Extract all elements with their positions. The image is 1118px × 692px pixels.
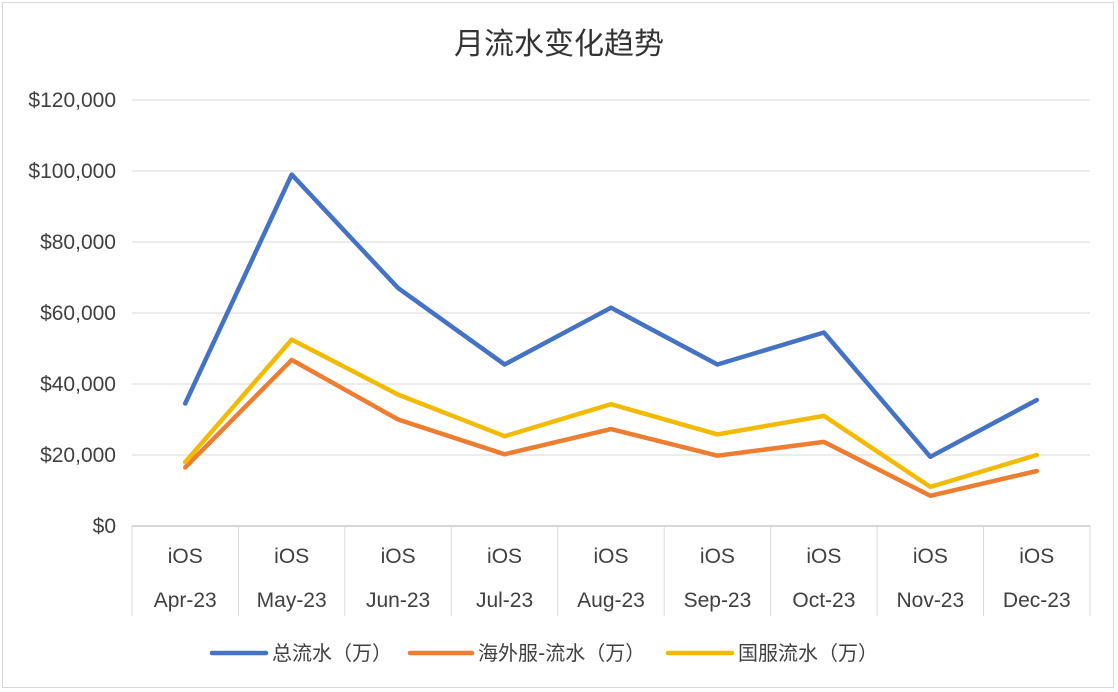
x-tick-month-label: Dec-23	[1003, 589, 1071, 612]
x-tick-month-label: Nov-23	[896, 589, 964, 612]
x-tick-group-label: iOS	[700, 545, 735, 568]
data-point	[610, 428, 612, 430]
series-line-2	[182, 337, 1040, 490]
y-tick-label: $40,000	[40, 373, 116, 396]
data-point	[610, 307, 612, 309]
data-point	[1036, 454, 1038, 456]
data-point	[504, 363, 506, 365]
legend-label-2: 国服流水（万）	[738, 641, 878, 665]
x-tick-group-label: iOS	[913, 545, 948, 568]
x-tick-group-label: iOS	[274, 545, 309, 568]
data-point	[184, 403, 186, 405]
data-point	[1036, 399, 1038, 401]
series-line-0	[182, 172, 1040, 460]
x-tick-month-label: Oct-23	[792, 589, 855, 612]
y-tick-label: $120,000	[28, 89, 116, 112]
legend-label-1: 海外服-流水（万）	[478, 641, 645, 665]
data-point	[610, 403, 612, 405]
data-point	[184, 461, 186, 463]
x-tick-group-label: iOS	[593, 545, 628, 568]
data-point	[397, 394, 399, 396]
data-point	[397, 419, 399, 420]
chart-title: 月流水变化趋势	[454, 27, 664, 62]
data-point	[716, 433, 718, 435]
legend-label-0: 总流水（万）	[272, 641, 392, 665]
data-point	[291, 174, 293, 176]
y-tick-label: $0	[93, 515, 116, 538]
y-tick-label: $80,000	[40, 231, 116, 254]
series-lines	[182, 172, 1040, 499]
y-tick-label: $100,000	[28, 160, 116, 183]
data-point	[1036, 470, 1038, 472]
gridlines	[132, 99, 1090, 456]
y-tick-label: $60,000	[40, 302, 116, 325]
data-point	[929, 486, 931, 488]
x-tick-month-label: May-23	[257, 589, 327, 612]
data-point	[823, 332, 825, 334]
data-point	[823, 415, 825, 417]
data-point	[291, 339, 293, 341]
data-point	[184, 466, 186, 468]
x-tick-month-label: Sep-23	[684, 589, 752, 612]
x-tick-month-label: Jun-23	[366, 589, 430, 612]
y-tick-label: $20,000	[40, 444, 116, 467]
x-tick-group-label: iOS	[381, 545, 416, 568]
x-tick-group-label: iOS	[806, 545, 841, 568]
y-axis: $0 $20,000 $40,000 $60,000 $80,000 $100,000 $1…	[28, 89, 116, 538]
data-point	[716, 363, 718, 365]
data-point	[504, 435, 506, 437]
x-tick-group-label: iOS	[487, 545, 522, 568]
x-tick-month-label: Apr-23	[154, 589, 217, 612]
data-point	[823, 441, 825, 443]
data-point	[929, 495, 931, 497]
x-tick-month-label: Aug-23	[577, 589, 645, 612]
x-tick-group-label: iOS	[168, 545, 203, 568]
data-point	[291, 359, 293, 361]
data-point	[929, 456, 931, 458]
x-tick-group-label: iOS	[1019, 545, 1054, 568]
data-point	[397, 287, 399, 289]
data-point	[504, 453, 506, 455]
x-tick-month-label: Jul-23	[476, 589, 533, 612]
legend: 总流水（万） 海外服-流水（万） 国服流水（万）	[209, 641, 878, 665]
x-axis: iOS Apr-23 iOS May-23 iOS Jun-23 iOS Jul-23 iOS A…	[131, 525, 1091, 616]
data-point	[716, 455, 718, 457]
